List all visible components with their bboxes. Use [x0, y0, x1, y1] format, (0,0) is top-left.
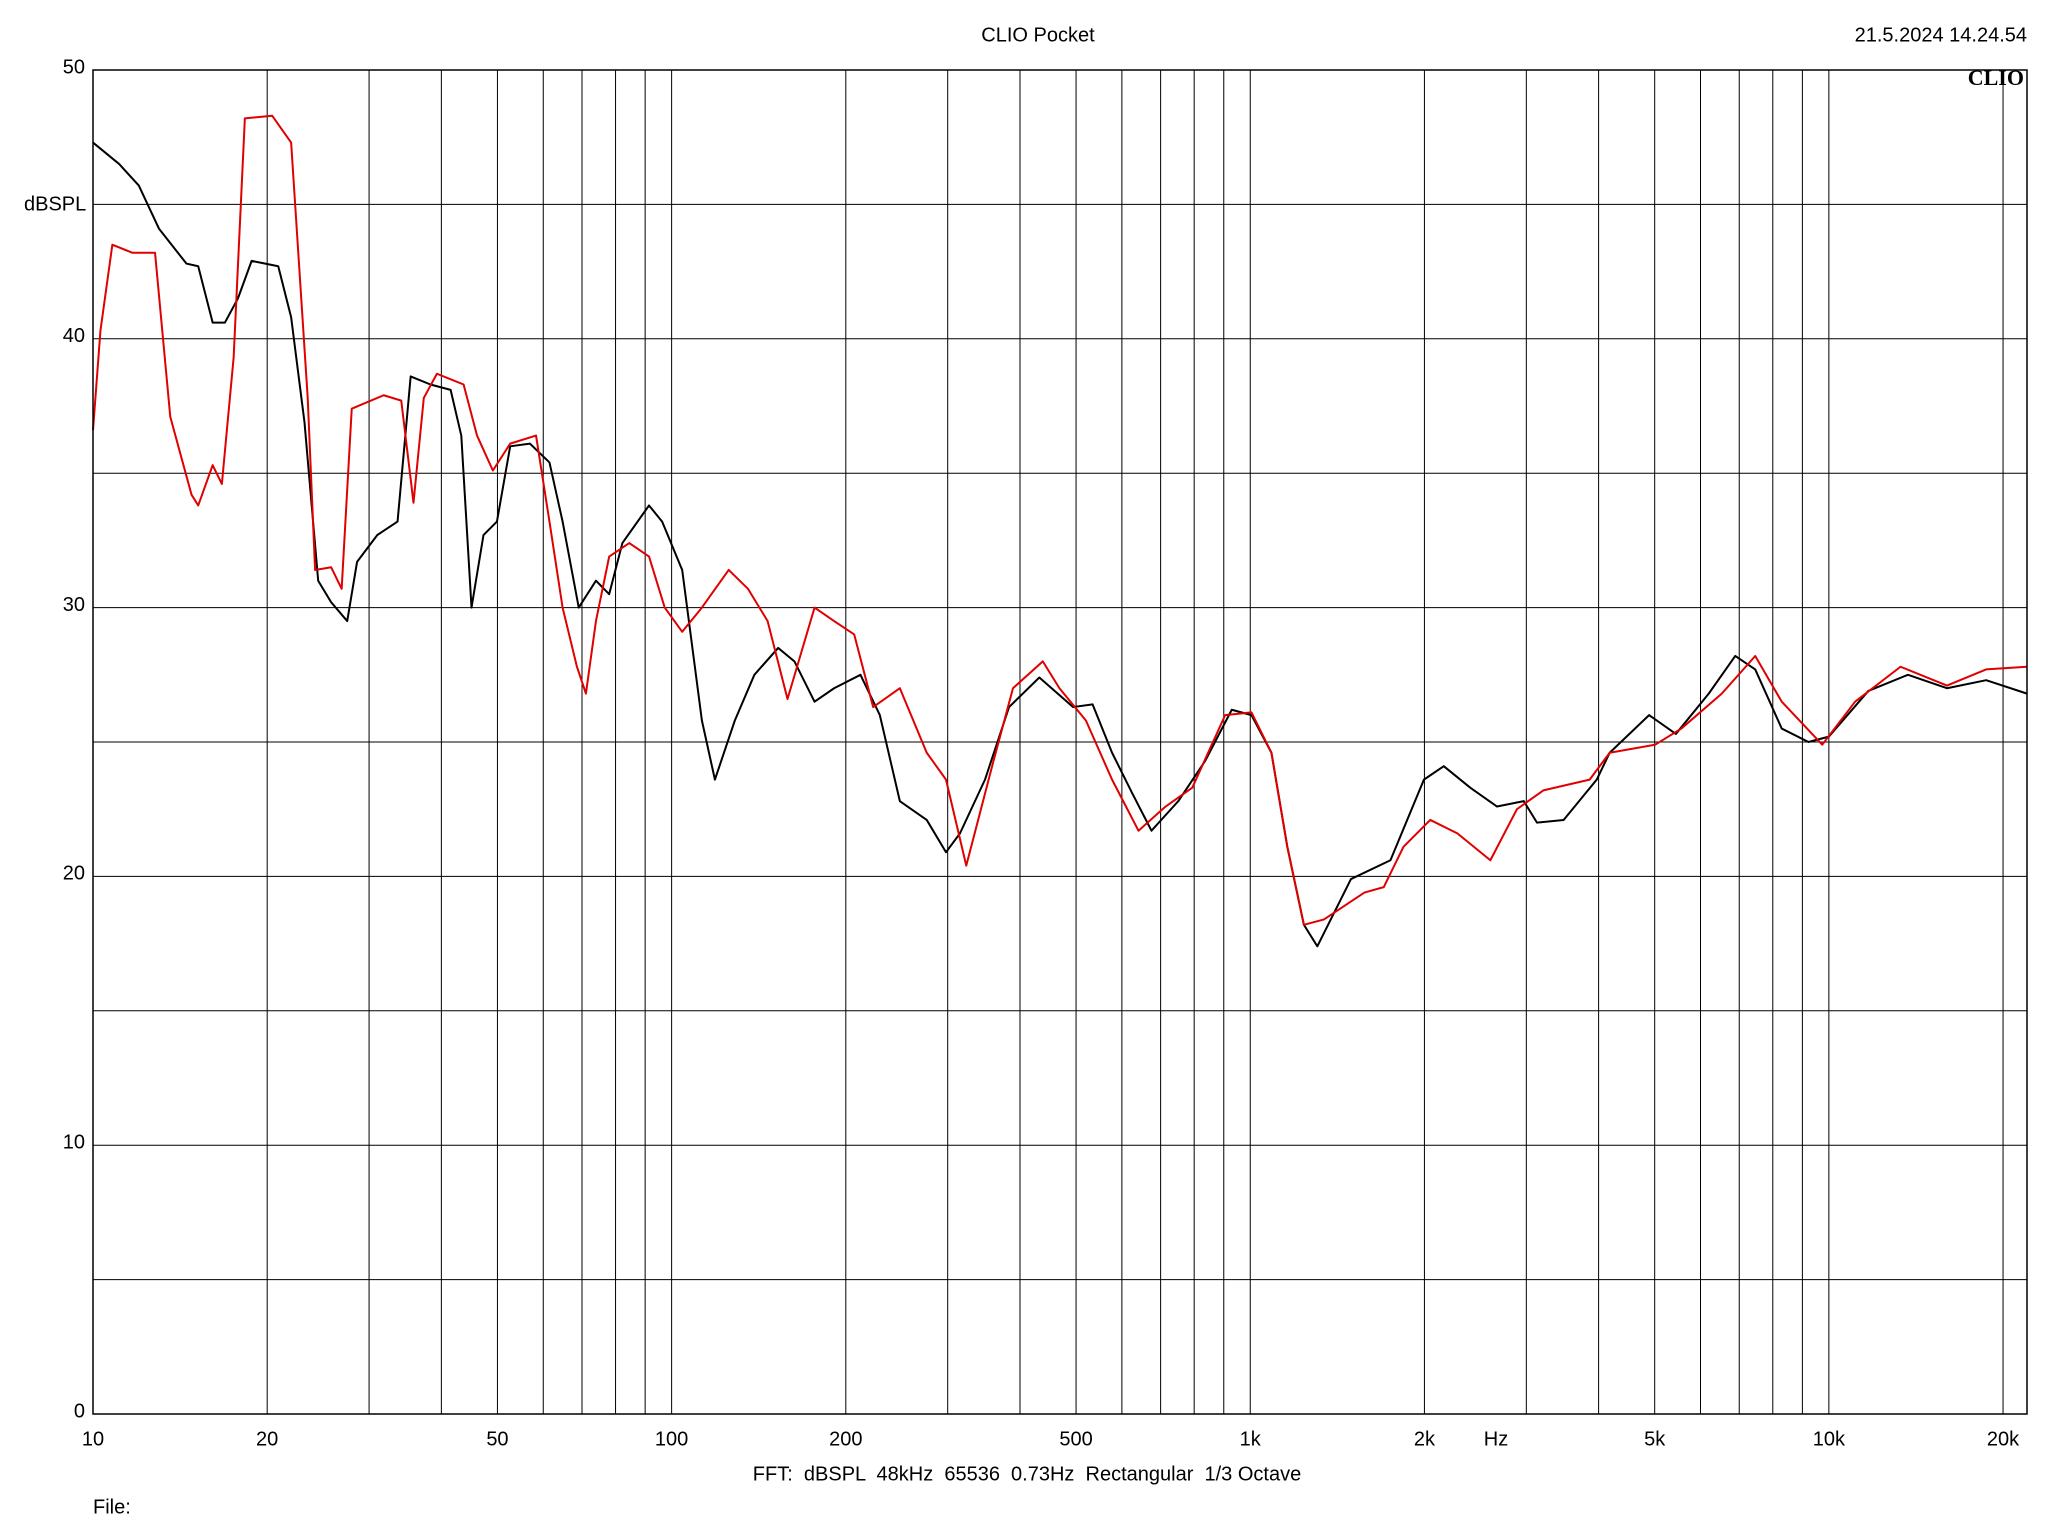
y-axis-label: dBSPL — [24, 193, 86, 215]
x-axis-label: Hz — [1484, 1428, 1508, 1450]
series-line — [92, 114, 2028, 926]
x-tick-label: 10 — [82, 1428, 104, 1450]
y-tick-label: 10 — [63, 1131, 85, 1153]
plot-lines — [92, 114, 2028, 948]
x-tick-label: 100 — [655, 1428, 688, 1450]
x-tick-label: 200 — [829, 1428, 862, 1450]
x-tick-label: 20k — [1987, 1428, 2020, 1450]
y-tick-label: 40 — [63, 325, 85, 347]
footer: FFT: dBSPL 48kHz 65536 0.73Hz Rectangula… — [753, 1463, 1301, 1485]
timestamp: 21.5.2024 14.24.54 — [1855, 24, 2027, 46]
x-tick-label: 50 — [486, 1428, 508, 1450]
x-tick-label: 10k — [1813, 1428, 1846, 1450]
y-tick-label: 50 — [63, 56, 85, 78]
y-tick-label: 0 — [74, 1400, 85, 1422]
x-tick-label: 500 — [1059, 1428, 1092, 1450]
plot-frame — [92, 69, 2028, 1415]
x-tick-label: 5k — [1644, 1428, 1666, 1450]
x-tick-label: 2k — [1414, 1428, 1436, 1450]
y-tick-label: 30 — [63, 594, 85, 616]
y-tick-label: 20 — [63, 863, 85, 885]
logo: CLIO — [1968, 65, 2024, 90]
chart-title: CLIO Pocket — [981, 24, 1095, 46]
series-line — [92, 141, 2028, 948]
x-tick-label: 20 — [256, 1428, 278, 1450]
x-tick-label: 1k — [1240, 1428, 1262, 1450]
file-label: File: — [93, 1496, 131, 1518]
